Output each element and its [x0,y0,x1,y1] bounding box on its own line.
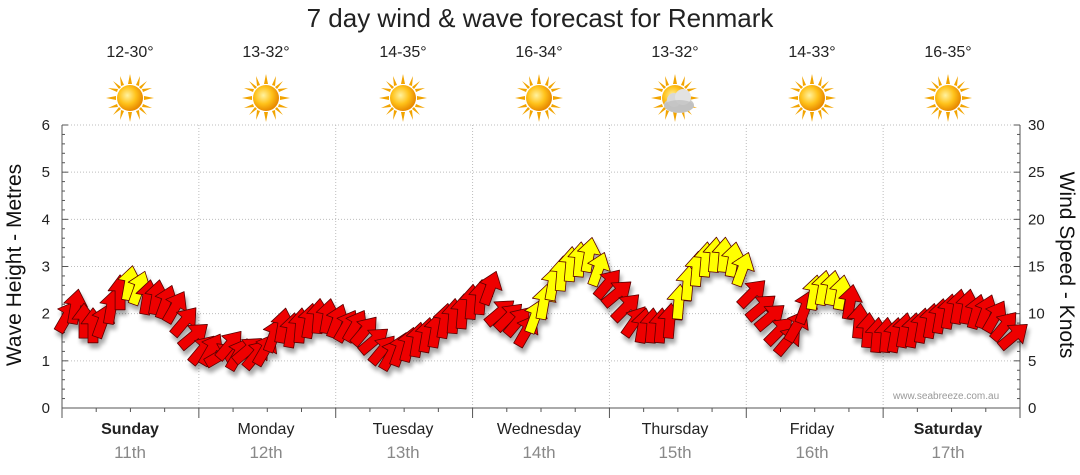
y-tick-label-right: 5 [1028,353,1036,370]
wind-arrow [996,324,1028,352]
y-tick-label-left: 5 [42,164,50,181]
wind-arrow-shape [479,270,503,307]
day-label-wednesday: Wednesday [496,421,582,438]
day-label-thursday: Thursday [641,421,709,438]
y-tick-label-right: 25 [1028,164,1045,181]
wind-arrows [53,236,1028,372]
temp-friday: 14-33° [788,44,836,61]
day-label-monday: Monday [237,421,295,438]
y-tick-label-right: 10 [1028,306,1045,323]
temp-thursday: 13-32° [651,44,699,61]
wind-arrow-shape [838,284,863,321]
date-label-monday: 12th [249,443,283,462]
y-tick-label-left: 4 [42,211,50,228]
day-label-friday: Friday [789,421,835,438]
y-tick-label-left: 6 [42,117,50,134]
date-label-saturday: 17th [931,443,965,462]
y-tick-label-right: 20 [1028,211,1045,228]
axes: 0 1 2 3 4 5 6 0 5 10 15 20 25 30 [42,117,1045,418]
y-tick-label-right: 0 [1028,400,1036,417]
temp-wednesday: 16-34° [515,44,563,61]
date-label-friday: 16th [795,443,829,462]
date-label-thursday: 15th [658,443,692,462]
y-tick-label-left: 1 [42,353,50,370]
y-tick-label-left: 2 [42,306,50,323]
temp-saturday: 16-35° [924,44,972,61]
temp-tuesday: 14-35° [379,44,427,61]
wind-arrow [731,252,755,288]
day-label-sunday: Sunday [101,421,159,438]
y-tick-label-right: 15 [1028,259,1045,276]
y-tick-label-right: 30 [1028,117,1045,134]
chart-title: 7 day wind & wave forecast for Renmark [306,3,774,33]
wind-arrow-shape [996,324,1028,352]
temp-sunday: 12-30° [106,44,154,61]
date-label-tuesday: 13th [386,443,420,462]
wind-arrow [479,270,503,307]
temp-monday: 13-32° [242,44,290,61]
wind-arrow-shape [731,252,755,288]
day-label-tuesday: Tuesday [372,421,434,438]
y-tick-label-left: 3 [42,259,50,276]
wind-arrow-shape [587,252,611,288]
date-label-sunday: 11th [114,443,146,462]
date-label-wednesday: 14th [522,443,556,462]
day-label-saturday: Saturday [913,421,983,438]
y-tick-label-left: 0 [42,400,50,417]
partly-cloudy-icon [651,74,699,122]
wind-arrow [587,252,611,288]
watermark: www.seabreeze.com.au [893,391,1000,402]
wind-arrow [838,284,863,321]
